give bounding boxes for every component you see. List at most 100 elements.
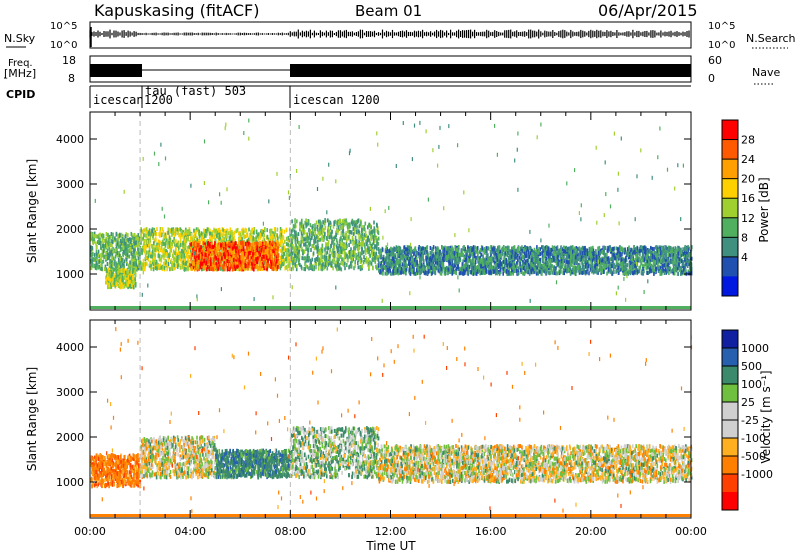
- echo-cell: [315, 261, 317, 266]
- echo-cell: [185, 267, 187, 272]
- echo-cell: [90, 262, 93, 267]
- echo-cell: [333, 242, 336, 247]
- echo-cell: [174, 266, 176, 271]
- echo-cell: [178, 263, 181, 268]
- echo-cell: [321, 263, 323, 268]
- echo-cell: [187, 231, 189, 235]
- echo-cell: [314, 227, 317, 232]
- echo-cell: [199, 261, 202, 266]
- echo-cell: [373, 249, 375, 254]
- echo-cell: [350, 230, 353, 235]
- echo-cell: [305, 232, 308, 237]
- echo-cell: [336, 223, 339, 228]
- echo-cell: [210, 231, 212, 236]
- echo-cell: [268, 250, 270, 255]
- echo-cell: [129, 260, 131, 265]
- echo-cell: [100, 252, 102, 257]
- nsky-label: N.Sky: [4, 32, 36, 45]
- echo-cell: [244, 249, 247, 254]
- echo-cell: [239, 232, 242, 237]
- echo-cell: [90, 253, 92, 258]
- echo-cell: [146, 243, 149, 248]
- echo-cell: [143, 233, 145, 238]
- echo-cell: [188, 254, 191, 259]
- echo-cell: [204, 266, 207, 270]
- echo-cell: [120, 280, 123, 285]
- echo-cell: [291, 219, 293, 224]
- echo-cell: [356, 220, 359, 225]
- echo-cell: [234, 241, 236, 246]
- echo-cell: [277, 241, 279, 246]
- echo-cell: [145, 238, 147, 243]
- echo-cell: [93, 252, 96, 257]
- echo-cell: [176, 255, 179, 260]
- echo-cell: [341, 224, 343, 229]
- echo-cell: [242, 257, 245, 262]
- echo-cell: [276, 250, 278, 255]
- echo-cell: [286, 248, 288, 253]
- echo-cell: [107, 281, 109, 286]
- echo-cell: [248, 244, 251, 249]
- echo-cell: [314, 231, 317, 236]
- echo-cell: [130, 275, 133, 280]
- echo-cell: [153, 252, 155, 257]
- echo-cell: [324, 251, 327, 256]
- echo-cell: [310, 264, 312, 268]
- echo-cell: [319, 261, 321, 265]
- echo-cell: [142, 229, 144, 234]
- echo-cell: [97, 265, 100, 270]
- echo-cell: [317, 230, 319, 235]
- echo-cell: [102, 249, 105, 254]
- echo-cell: [108, 283, 110, 288]
- echo-cell: [239, 260, 242, 265]
- freq-tick-top: 18: [62, 54, 76, 67]
- echo-cell: [231, 257, 233, 262]
- echo-cell: [325, 255, 327, 260]
- echo-cell: [139, 260, 142, 265]
- echo-cell: [245, 234, 248, 239]
- echo-cell: [109, 260, 112, 265]
- echo-cell: [193, 228, 195, 233]
- echo-cell: [249, 262, 252, 267]
- echo-cell: [354, 238, 357, 243]
- echo-cell: [96, 259, 98, 263]
- echo-cell: [281, 228, 283, 233]
- echo-cell: [249, 232, 251, 237]
- echo-cell: [342, 242, 344, 247]
- echo-cell: [320, 225, 322, 230]
- echo-cell: [123, 284, 126, 289]
- echo-cell: [190, 246, 192, 250]
- echo-cell: [217, 260, 220, 265]
- echo-cell: [162, 251, 165, 256]
- echo-cell: [371, 242, 374, 247]
- echo-cell: [114, 275, 116, 280]
- echo-cell: [372, 240, 375, 245]
- echo-cell: [108, 246, 110, 251]
- echo-cell: [188, 228, 191, 233]
- echo-cell: [147, 236, 149, 241]
- echo-cell: [115, 244, 118, 249]
- echo-cell: [251, 229, 253, 234]
- echo-cell: [361, 227, 363, 232]
- echo-cell: [247, 242, 249, 247]
- echo-cell: [321, 243, 324, 248]
- echo-cell: [257, 236, 260, 241]
- echo-cell: [218, 244, 220, 249]
- echo-cell: [240, 244, 242, 249]
- echo-cell: [165, 238, 168, 243]
- echo-cell: [90, 249, 92, 254]
- echo-cell: [322, 220, 324, 225]
- echo-cell: [152, 235, 154, 240]
- echo-cell: [119, 248, 122, 253]
- echo-cell: [160, 265, 163, 270]
- echo-cell: [122, 274, 125, 278]
- echo-cell: [249, 250, 251, 255]
- echo-cell: [260, 251, 263, 256]
- echo-cell: [344, 261, 346, 266]
- echo-cell: [133, 232, 136, 237]
- echo-cell: [335, 230, 337, 235]
- echo-cell: [269, 263, 271, 268]
- echo-cell: [169, 267, 171, 272]
- echo-cell: [124, 281, 127, 286]
- echo-cell: [315, 220, 318, 225]
